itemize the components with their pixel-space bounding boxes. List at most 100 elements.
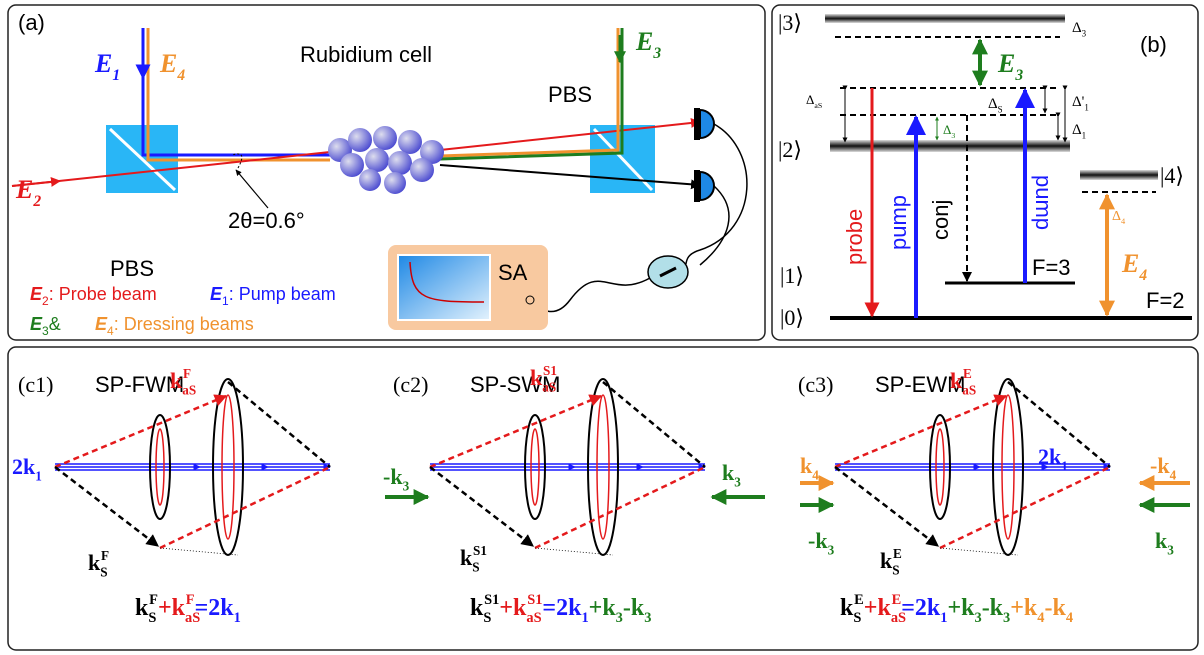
legend-entry: E4: Dressing beams [95, 314, 254, 338]
text-part: k [840, 595, 854, 621]
text-part: Δ [806, 92, 814, 107]
text-part: +k [1010, 595, 1038, 621]
text-part: =2k [542, 595, 582, 621]
text-part: Δ' [1072, 94, 1085, 110]
label: |0⟩ [780, 305, 804, 330]
label: |2⟩ [778, 137, 802, 162]
text-part: k [530, 365, 543, 390]
text-part: 4 [1170, 468, 1177, 483]
text-part: Δ [1112, 209, 1121, 224]
text-part: 3 [652, 45, 661, 62]
label: |4⟩ [1160, 163, 1184, 188]
panel-label: (c3) [798, 372, 833, 397]
guide [940, 548, 1018, 555]
text-part: 2 [32, 193, 41, 210]
ray [430, 467, 533, 546]
text-part: Δ [1072, 122, 1082, 138]
text-part: E [15, 175, 33, 204]
equation: kSE+kaSE=2k1+k3-k3+k4-k4 [840, 592, 1073, 626]
text-part: : Probe beam [49, 284, 157, 304]
wavevector-label: kaSS1 [530, 363, 557, 395]
text-part: -k [623, 595, 645, 621]
wavevector-label: k3 [1155, 528, 1174, 558]
wavevector-label: k3 [722, 460, 741, 490]
text-part: & [49, 314, 61, 334]
text-part: k [88, 550, 101, 575]
figure: (a)E1E4Rubidium cellPBSE3E22θ=0.6°PBSSAE… [0, 0, 1204, 655]
text-part: k [135, 595, 149, 621]
text-part: aS [814, 101, 822, 110]
text-part: 3 [644, 610, 651, 626]
label: Δ4 [1112, 209, 1126, 226]
wavevector-label: kSS1 [460, 543, 487, 575]
text-part: =2k [901, 595, 941, 621]
text-part: 3 [616, 610, 623, 626]
text-part: k [470, 595, 484, 621]
label: |3⟩ [778, 10, 802, 35]
ray [835, 396, 1006, 467]
text-part: k [800, 453, 813, 478]
text-part: +k [158, 595, 186, 621]
text-part: -k [982, 595, 1004, 621]
text-part: S1 [543, 363, 557, 378]
legend-entry: E3& [30, 314, 61, 338]
wavevector-label: -k3 [808, 528, 835, 558]
legend-entry: E1: Pump beam [210, 284, 336, 308]
wavevector-label: kSF [88, 548, 109, 580]
text-part: F [101, 548, 109, 563]
legend-entry: E2: Probe beam [30, 284, 157, 308]
text-part: -k [1044, 595, 1066, 621]
text-part: S1 [473, 543, 487, 558]
text-part: 4 [812, 468, 819, 483]
detector [694, 108, 700, 140]
detector [700, 110, 714, 138]
rubidium-cell [328, 126, 444, 194]
label: Δ3 [1072, 20, 1087, 39]
text-part: 3 [951, 131, 955, 140]
text-part: 3 [734, 475, 741, 490]
text-part: 4 [176, 67, 185, 84]
text-part: 3 [828, 543, 835, 558]
text-part: E [635, 27, 653, 56]
text-part: F [183, 366, 191, 381]
ray [55, 396, 226, 467]
text-part: 3 [1014, 67, 1023, 84]
text-part: 1 [581, 610, 588, 626]
text-part: 2k [12, 454, 36, 479]
text-part: 1 [1084, 103, 1089, 113]
text-part: 1 [1061, 459, 1068, 474]
text-part: S [483, 610, 491, 626]
label: PBS [548, 82, 592, 107]
text-part: aS [962, 383, 976, 398]
text-part: F [186, 592, 195, 608]
text-part: S [998, 105, 1003, 115]
text-part: 1 [234, 610, 241, 626]
text-part: +k [947, 595, 975, 621]
text-part: k [950, 368, 963, 393]
level-4 [1080, 170, 1158, 180]
text-part: S1 [527, 592, 542, 608]
level-2 [830, 140, 1070, 152]
text-part: k [460, 545, 473, 570]
detector [700, 172, 714, 200]
label: conj [928, 200, 953, 240]
text-part: k [1155, 528, 1168, 553]
text-part: =2k [195, 595, 235, 621]
text-part: k [880, 548, 893, 573]
guide [535, 548, 613, 555]
label: pump [886, 195, 911, 250]
text-part: E [893, 546, 902, 561]
text-part: aS [182, 383, 196, 398]
text-part: E [997, 49, 1015, 78]
ray [160, 467, 330, 548]
wavevector-label: k4 [800, 453, 819, 483]
probe-out [440, 122, 700, 150]
text-part: 3 [403, 479, 410, 494]
label: pump [1031, 175, 1056, 230]
field-label: E4 [159, 49, 185, 84]
label: ΔS [988, 96, 1003, 115]
label: ΔaS [806, 92, 822, 110]
text-part: +k [499, 595, 527, 621]
text-part: S [100, 565, 107, 580]
text-part: S [148, 610, 156, 626]
